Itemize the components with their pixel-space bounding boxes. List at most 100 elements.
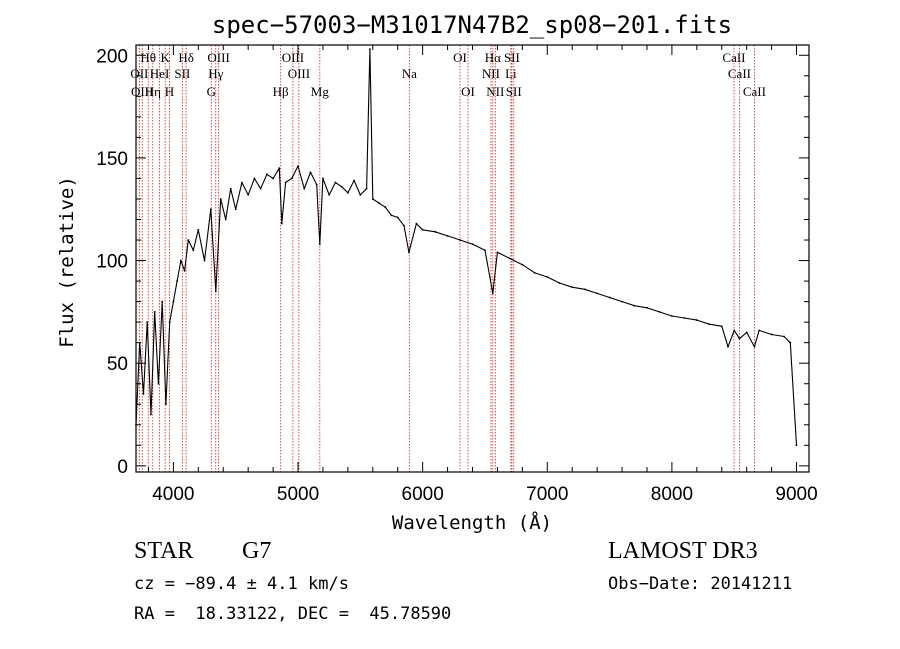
emission-line-markers xyxy=(138,45,755,472)
spectrum-point xyxy=(633,304,636,307)
spectrum-point xyxy=(508,257,511,260)
spectrum-point xyxy=(608,296,611,299)
spectrum-point xyxy=(596,292,599,295)
spectrum-point xyxy=(297,165,299,168)
spectrum-point xyxy=(241,181,243,184)
spectrum-point xyxy=(446,235,449,237)
x-tick-label: 8000 xyxy=(651,484,693,505)
spectrum-point xyxy=(783,335,785,338)
emission-line-label: H xyxy=(165,84,174,99)
spectrum-point xyxy=(318,243,321,246)
spectrum-point xyxy=(309,171,312,174)
spectrum-point xyxy=(533,271,536,274)
redshift-velocity: cz = −89.4 ± 4.1 km/s xyxy=(134,574,349,594)
spectrum-point xyxy=(259,187,262,190)
spectrum-point xyxy=(328,193,331,196)
spectrum-point xyxy=(789,341,792,344)
spectrum-point xyxy=(142,393,145,395)
spectrum-point xyxy=(172,300,175,303)
emission-line-label: OI xyxy=(461,84,475,99)
spectrum-point xyxy=(521,263,524,266)
emission-line-label: OIII xyxy=(207,50,229,65)
spectrum-point xyxy=(265,173,268,176)
emission-line-label: CaII xyxy=(728,66,751,81)
sky-coordinates: RA = 18.33122, DEC = 45.78590 xyxy=(134,604,452,624)
x-axis-ticks: 4000 5000 6000 7000 8000 9000 xyxy=(147,45,818,505)
spectrum-point xyxy=(315,183,318,186)
spectrum-point xyxy=(280,222,283,225)
emission-line-label: HeI xyxy=(150,66,170,81)
spectrum-point xyxy=(179,259,182,262)
x-tick-label: 4000 xyxy=(152,484,194,505)
chart-title: spec−57003−M31017N47B2_sp08−201.fits xyxy=(212,11,732,39)
emission-line-label: SII xyxy=(174,66,190,81)
object-class: STAR xyxy=(134,538,194,564)
spectrum-point xyxy=(278,167,281,170)
spectrum-point xyxy=(153,310,156,313)
spectrum-point xyxy=(161,300,164,303)
spectrum-point xyxy=(396,216,399,219)
y-tick-label: 200 xyxy=(96,46,128,67)
spectrum-point xyxy=(176,280,179,282)
spectrum-point xyxy=(346,191,349,194)
spectrum-point xyxy=(219,198,222,200)
spectrum-point xyxy=(203,259,206,262)
y-axis-label: Flux (relative) xyxy=(56,176,78,348)
emission-line-label: Hδ xyxy=(178,50,194,65)
spectrum-point xyxy=(434,230,437,233)
emission-line-label: Li xyxy=(505,66,517,81)
spectrum-point xyxy=(459,239,461,241)
spectrum-point xyxy=(369,48,371,51)
spectrum-line xyxy=(135,48,798,446)
spectrum-point xyxy=(403,224,405,227)
y-tick-label: 0 xyxy=(117,457,128,478)
emission-line-label: OII xyxy=(130,66,148,81)
spectrum-point xyxy=(583,288,586,291)
spectrum-point xyxy=(745,331,748,334)
x-tick-label: 6000 xyxy=(402,484,444,505)
emission-line-label: Hα xyxy=(485,50,501,65)
spectrum-point xyxy=(290,177,293,180)
spectrum-point xyxy=(168,321,171,324)
spectrum-point xyxy=(365,187,368,190)
object-subclass: G7 xyxy=(242,538,272,564)
emission-line-label: G xyxy=(207,84,216,99)
spectrum-point xyxy=(421,228,424,231)
spectrum-point xyxy=(146,321,149,324)
x-tick-label: 9000 xyxy=(775,484,817,505)
emission-line-label: Na xyxy=(402,66,417,81)
spectrum-point xyxy=(770,333,773,336)
spectrum-point xyxy=(322,177,324,180)
emission-line-label: OIII xyxy=(288,66,310,81)
spectrum-point xyxy=(720,325,723,328)
spectrum-point xyxy=(471,243,474,246)
spectrum-point xyxy=(571,286,574,289)
spectrum-point xyxy=(247,193,250,196)
spectrum-point xyxy=(484,249,486,252)
spectrum-point xyxy=(214,290,217,293)
spectrum-point xyxy=(727,345,729,348)
spectrum-point xyxy=(340,185,343,188)
spectrum-point xyxy=(658,310,661,313)
spectrum-point xyxy=(359,193,362,196)
spectrum-point xyxy=(683,317,686,319)
emission-line-label: OIII xyxy=(131,84,153,99)
spectrum-point xyxy=(384,206,387,209)
spectrum-point xyxy=(192,249,195,252)
emission-line-label: K xyxy=(160,50,170,65)
spectrum-point xyxy=(334,181,337,184)
spectrum-point xyxy=(183,269,186,272)
spectrum-point xyxy=(197,228,200,231)
spectrum-point xyxy=(671,315,673,317)
spectrum-point xyxy=(733,329,736,332)
emission-line-label: NII xyxy=(482,66,500,81)
emission-line-label: Hγ xyxy=(208,66,223,81)
spectrum-point xyxy=(546,276,549,278)
y-axis-ticks: 0 50 100 150 200 xyxy=(96,46,809,478)
spectrum-point xyxy=(303,187,306,190)
spectrum-point xyxy=(491,292,494,295)
spectrum-point xyxy=(646,306,648,309)
emission-line-label: SII xyxy=(506,84,522,99)
